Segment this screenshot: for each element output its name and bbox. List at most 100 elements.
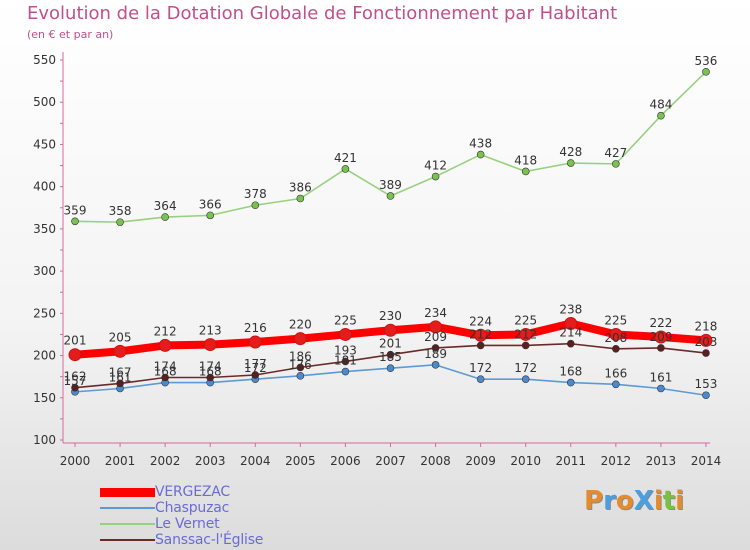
logo-letter: o xyxy=(615,486,634,516)
data-point xyxy=(566,378,575,387)
data-label: 209 xyxy=(649,330,672,344)
data-label: 358 xyxy=(109,204,132,218)
data-point xyxy=(609,327,623,341)
data-point xyxy=(71,383,79,392)
data-point xyxy=(702,349,710,357)
data-label: 172 xyxy=(469,361,492,375)
data-point xyxy=(296,194,305,203)
y-tick-label: 100 xyxy=(33,433,56,447)
y-tick-label: 350 xyxy=(33,222,56,236)
data-label: 225 xyxy=(514,313,537,327)
data-label: 172 xyxy=(514,361,537,375)
data-label: 428 xyxy=(559,145,582,159)
data-label: 438 xyxy=(469,137,492,151)
data-point xyxy=(519,327,533,341)
data-label: 189 xyxy=(424,347,447,361)
data-label: 418 xyxy=(514,153,537,167)
x-tick-label: 2008 xyxy=(420,454,451,468)
data-label: 201 xyxy=(64,334,87,348)
data-point xyxy=(341,357,350,366)
data-label: 181 xyxy=(334,354,357,368)
data-label: 213 xyxy=(199,324,222,338)
y-tick-label: 400 xyxy=(33,180,56,194)
data-label: 162 xyxy=(64,370,87,384)
data-point xyxy=(476,341,485,350)
y-tick-label: 450 xyxy=(33,137,56,151)
data-point xyxy=(431,361,440,369)
data-label: 427 xyxy=(604,146,627,160)
data-point xyxy=(386,364,395,373)
logo-letter: P xyxy=(584,486,604,516)
y-tick-label: 300 xyxy=(33,264,56,278)
data-label: 174 xyxy=(154,360,177,374)
x-tick-label: 2004 xyxy=(240,454,271,468)
data-label: 484 xyxy=(649,98,672,112)
data-point xyxy=(654,330,668,344)
data-label: 359 xyxy=(64,203,87,217)
chart-subtitle: (en € et par an) xyxy=(27,28,114,41)
data-point xyxy=(431,172,440,181)
data-label: 168 xyxy=(154,365,177,379)
data-label: 193 xyxy=(334,343,357,357)
data-label: 220 xyxy=(289,318,312,332)
data-point xyxy=(566,159,575,167)
data-point xyxy=(657,111,665,120)
data-point xyxy=(158,338,172,352)
data-label: 216 xyxy=(244,321,267,335)
data-label: 212 xyxy=(514,327,537,341)
data-point xyxy=(612,344,620,353)
data-label: 212 xyxy=(469,327,492,341)
legend-label: Le Vernet xyxy=(155,516,220,532)
data-label: 172 xyxy=(244,361,267,375)
data-point xyxy=(296,363,305,372)
data-label: 209 xyxy=(424,330,447,344)
legend-item: Sanssac-l'Église xyxy=(100,532,263,548)
y-tick-label: 250 xyxy=(33,306,56,320)
legend-item: VERGEZAC xyxy=(100,484,263,500)
data-label: 224 xyxy=(469,314,492,328)
data-label: 389 xyxy=(379,178,402,192)
legend-item: Le Vernet xyxy=(100,516,263,532)
legend-item: Chaspuzac xyxy=(100,500,263,516)
x-tick-label: 2009 xyxy=(465,454,496,468)
data-point xyxy=(206,373,215,382)
data-label: 177 xyxy=(244,357,267,371)
data-point xyxy=(612,380,620,389)
data-point xyxy=(296,372,305,380)
data-point xyxy=(474,328,488,342)
data-point xyxy=(699,333,713,347)
data-point xyxy=(431,344,440,352)
data-point xyxy=(657,384,665,393)
logo-letter: i xyxy=(675,486,685,516)
data-point xyxy=(161,373,169,382)
data-label: 234 xyxy=(424,306,447,320)
logo-letter: r xyxy=(603,486,616,516)
data-point xyxy=(386,192,395,200)
legend-label: Chaspuzac xyxy=(155,500,230,516)
data-label: 218 xyxy=(695,319,718,333)
data-label: 185 xyxy=(379,350,402,364)
y-tick-label: 150 xyxy=(33,391,56,405)
x-tick-label: 2007 xyxy=(375,454,406,468)
data-label: 412 xyxy=(424,159,447,173)
data-point xyxy=(341,165,350,173)
data-point xyxy=(248,335,262,349)
y-tick-label: 500 xyxy=(33,95,56,109)
logo-letter: i xyxy=(653,486,663,516)
x-tick-label: 2001 xyxy=(105,454,136,468)
data-point xyxy=(702,68,710,76)
data-point xyxy=(657,344,665,352)
data-label: 238 xyxy=(559,302,582,316)
data-point xyxy=(476,375,485,384)
data-label: 364 xyxy=(154,199,177,213)
x-tick-label: 2011 xyxy=(555,454,586,468)
data-label: 186 xyxy=(289,349,312,363)
data-label: 161 xyxy=(109,370,132,384)
data-label: 205 xyxy=(109,330,132,344)
x-tick-label: 2005 xyxy=(285,454,316,468)
data-label: 366 xyxy=(199,197,222,211)
data-label: 203 xyxy=(695,335,718,349)
data-label: 230 xyxy=(379,309,402,323)
data-label: 161 xyxy=(649,370,672,384)
